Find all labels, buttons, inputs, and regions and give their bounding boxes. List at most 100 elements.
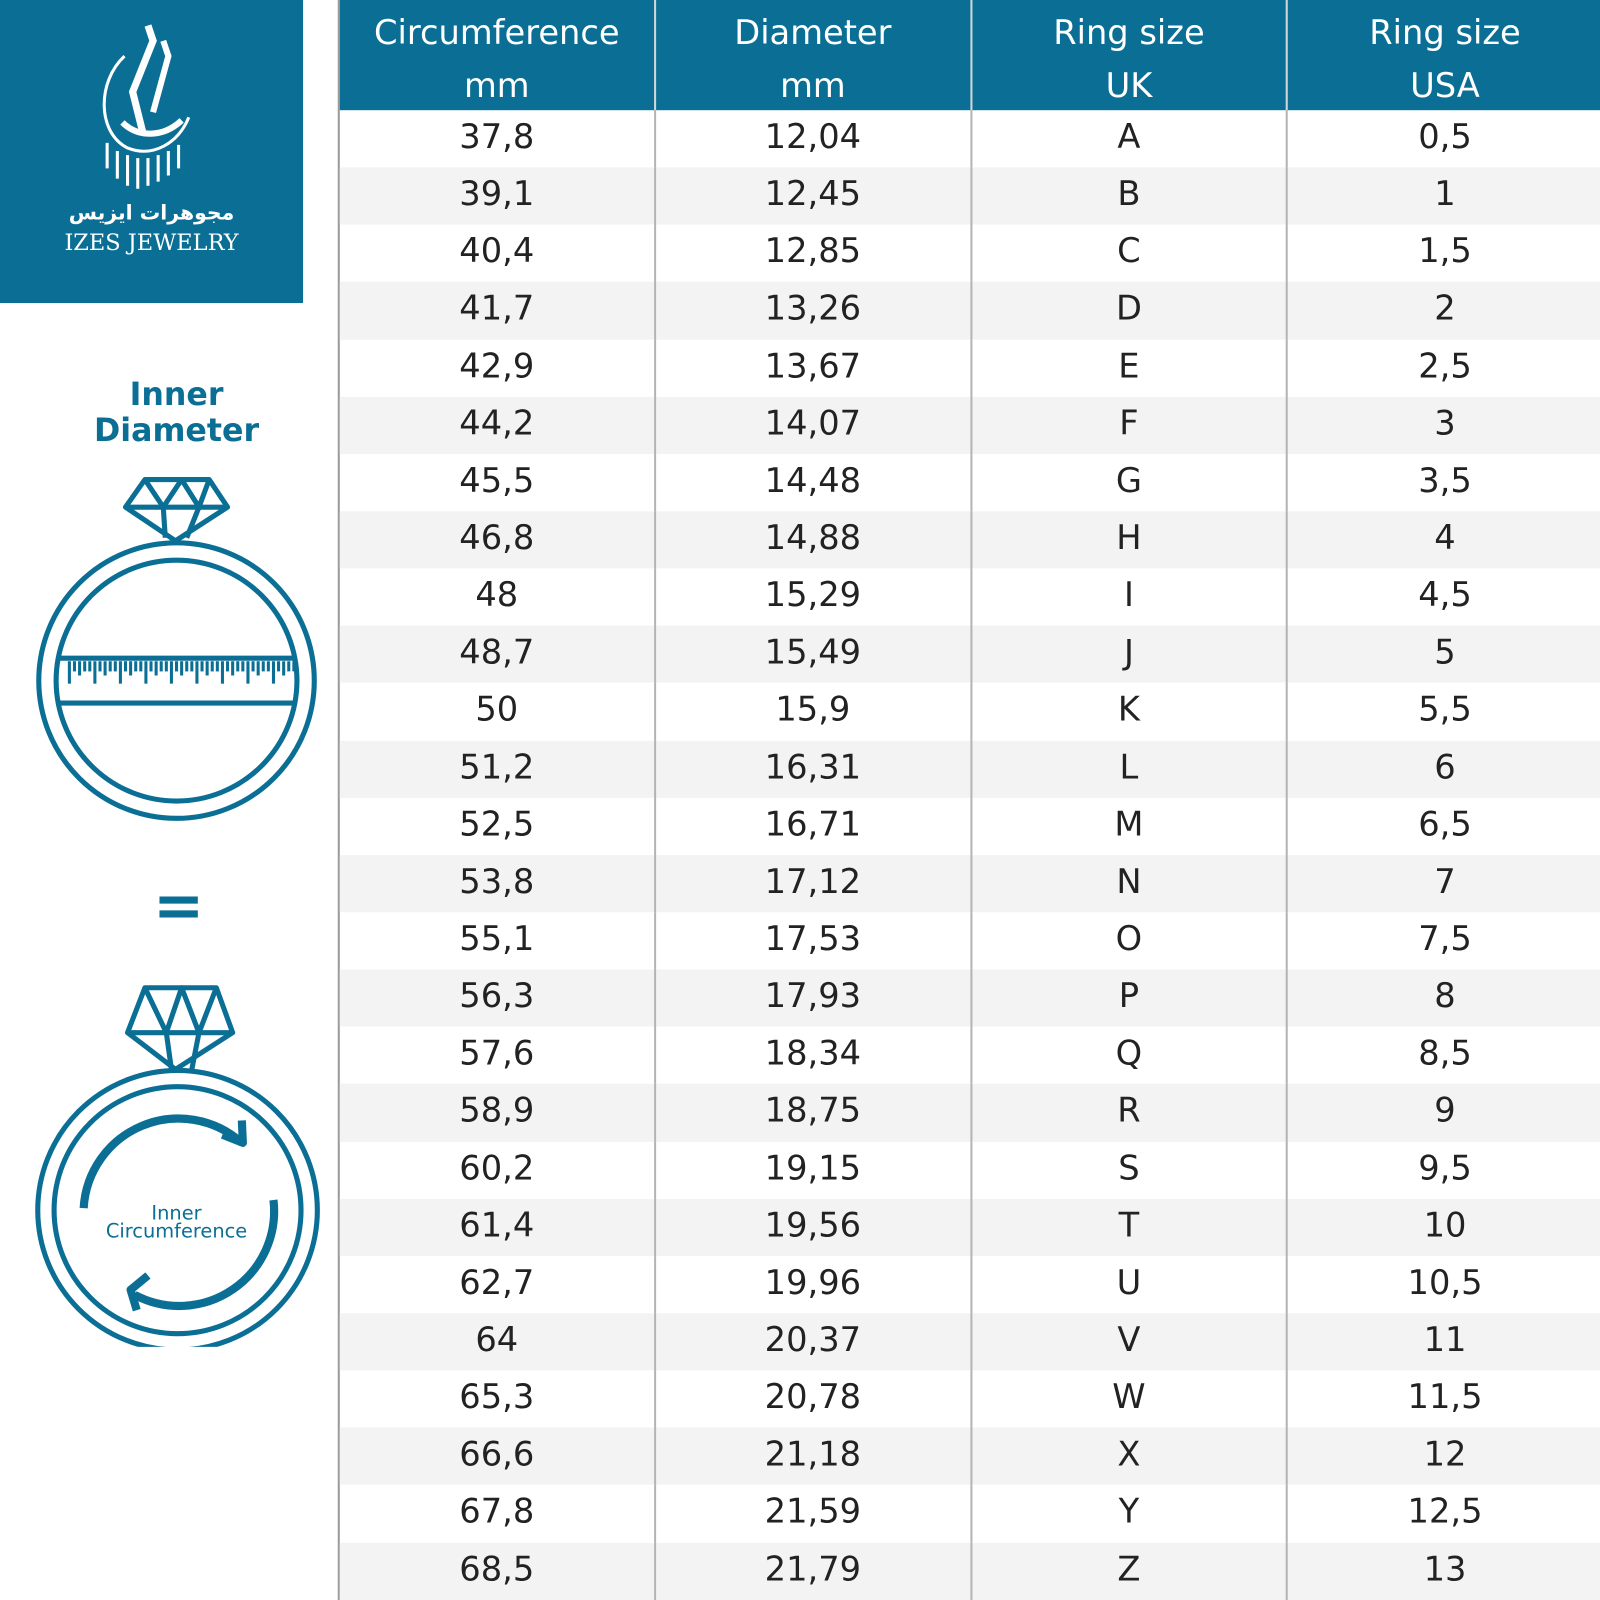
- cell-usa-size: 2: [1434, 288, 1456, 328]
- cell-usa-size: 2,5: [1418, 345, 1472, 386]
- cell-diameter: 20,37: [656, 1313, 972, 1371]
- cell-diameter: 20,78: [656, 1370, 972, 1428]
- cell-uk-size: F: [972, 396, 1288, 454]
- cell-circumference: 61,4: [340, 1198, 656, 1256]
- cell-circumference: 48,7: [340, 625, 656, 684]
- table-row: 45,5 14,48 G 3,5: [340, 453, 1600, 512]
- table-row: 64 20,37 V 11: [339, 1313, 1600, 1371]
- cell-usa-size: 4: [1434, 517, 1456, 558]
- label-line: Circumference: [105, 1220, 248, 1243]
- cell-circumference: 42,9: [340, 339, 656, 397]
- table-row: 48,7 15,49 J 5: [339, 625, 1600, 684]
- cell-diameter: 21,18: [656, 1427, 972, 1486]
- cell-uk-size: S: [972, 1141, 1288, 1199]
- cell-usa-size: 5: [1434, 631, 1456, 672]
- cell-diameter: 19,56: [656, 1198, 972, 1256]
- table-row: 67,8 21,59 Y 12,5: [340, 1485, 1600, 1543]
- cell-usa-size: 13: [1423, 1548, 1467, 1589]
- table-row: 41,7 13,26 D 2: [339, 282, 1600, 340]
- header-uk-size: Ring size UK: [972, 0, 1288, 111]
- cell-circumference: 41,7: [340, 282, 656, 340]
- table-row: 46,8 14,88 H 4: [339, 511, 1600, 569]
- cell-usa-size: 6,5: [1418, 803, 1472, 844]
- cell-circumference: 39,1: [340, 167, 656, 225]
- table-row: 40,4 12,85 C 1,5: [340, 224, 1600, 283]
- header-title: Diameter: [734, 12, 892, 53]
- cell-diameter: 17,53: [656, 912, 972, 970]
- cell-circumference: 46,8: [340, 511, 656, 569]
- cell-usa-size: 0,5: [1418, 116, 1472, 157]
- cell-circumference: 65,3: [340, 1370, 656, 1428]
- cell-usa-size: 3,5: [1418, 460, 1472, 500]
- cell-usa-size: 8,5: [1418, 1032, 1472, 1073]
- cell-uk-size: P: [972, 969, 1288, 1027]
- cell-uk-size: C: [972, 224, 1288, 283]
- table-row: 68,5 21,79 Z 13: [339, 1542, 1600, 1600]
- cell-circumference: 37,8: [340, 110, 656, 168]
- header-unit: mm: [463, 65, 530, 106]
- cell-diameter: 13,67: [656, 339, 972, 397]
- label-line: Inner: [151, 1202, 202, 1225]
- table-row: 55,1 17,53 O 7,5: [340, 912, 1600, 970]
- label-line: Inner: [129, 376, 224, 414]
- table-row: 61,4 19,56 T 10: [339, 1198, 1600, 1256]
- table-row: 42,9 13,67 E 2,5: [340, 339, 1600, 397]
- cell-circumference: 48: [340, 568, 656, 626]
- brand-name-arabic: مجوهرات ايزيس: [68, 199, 235, 225]
- cell-uk-size: V: [972, 1313, 1288, 1371]
- cell-usa-size: 5,5: [1418, 689, 1472, 729]
- cell-usa-size: 9,5: [1418, 1147, 1472, 1188]
- cell-uk-size: X: [972, 1427, 1288, 1486]
- cell-diameter: 14,07: [656, 396, 972, 454]
- cell-circumference: 66,6: [340, 1427, 656, 1486]
- inner-diameter-label: Inner Diameter: [61, 376, 292, 449]
- cell-uk-size: D: [972, 282, 1288, 340]
- label-line: Diameter: [94, 412, 260, 449]
- cell-circumference: 58,9: [340, 1084, 656, 1142]
- ring-diameter-icon: [36, 477, 317, 821]
- table-row: 56,3 17,93 P 8: [339, 969, 1600, 1027]
- cell-circumference: 45,5: [340, 453, 656, 512]
- table-row: 37,8 12,04 A 0,5: [340, 110, 1600, 168]
- cell-diameter: 15,9: [656, 683, 972, 741]
- cell-usa-size: 10,5: [1407, 1262, 1483, 1302]
- cell-circumference: 68,5: [340, 1542, 656, 1600]
- cell-circumference: 52,5: [340, 797, 656, 855]
- table-row: 50 15,9 K 5,5: [340, 683, 1600, 741]
- cell-diameter: 19,15: [656, 1141, 972, 1199]
- cell-diameter: 14,48: [656, 453, 972, 512]
- table-row: 52,5 16,71 M 6,5: [340, 797, 1600, 855]
- cell-uk-size: N: [972, 854, 1288, 913]
- cell-usa-size: 7: [1434, 861, 1456, 901]
- table-row: 57,6 18,34 Q 8,5: [340, 1026, 1600, 1085]
- cell-uk-size: L: [972, 740, 1288, 798]
- cell-usa-size: 1,5: [1418, 230, 1472, 271]
- cell-usa-size: 8: [1434, 975, 1456, 1016]
- table-body: 37,8 12,04 A 0,5 39,1 12,45 B 1 40,4 12,85 C 1,5 41,…: [339, 110, 1600, 1600]
- cell-diameter: 21,59: [656, 1485, 972, 1543]
- ring-size-table: Circumference mm Diameter mm Ring size UK R…: [337, 0, 1600, 1600]
- cell-circumference: 67,8: [340, 1485, 656, 1543]
- cell-usa-size: 12: [1423, 1433, 1467, 1474]
- cell-uk-size: J: [972, 625, 1288, 684]
- cell-uk-size: K: [972, 683, 1288, 741]
- cell-usa-size: 9: [1434, 1090, 1456, 1130]
- cell-uk-size: W: [972, 1370, 1288, 1428]
- cell-usa-size: 4,5: [1418, 574, 1472, 615]
- ring-circumference-icon: [35, 985, 320, 1347]
- cell-diameter: 21,79: [656, 1542, 972, 1600]
- cell-diameter: 13,26: [656, 282, 972, 340]
- table-row: 60,2 19,15 S 9,5: [340, 1141, 1600, 1199]
- calligraphy-logo-icon: [102, 24, 191, 189]
- cell-circumference: 44,2: [340, 396, 656, 454]
- cell-circumference: 60,2: [340, 1141, 656, 1199]
- table-row: 48 15,29 I 4,5: [340, 568, 1600, 626]
- cell-uk-size: O: [972, 912, 1288, 970]
- cell-diameter: 12,85: [656, 224, 972, 283]
- cell-diameter: 17,93: [656, 969, 972, 1027]
- header-title: Ring size: [1053, 12, 1205, 53]
- table-row: 66,6 21,18 X 12: [339, 1427, 1600, 1486]
- cell-circumference: 64: [340, 1313, 656, 1371]
- cell-diameter: 18,75: [656, 1084, 972, 1142]
- table-row: 58,9 18,75 R 9: [339, 1084, 1600, 1142]
